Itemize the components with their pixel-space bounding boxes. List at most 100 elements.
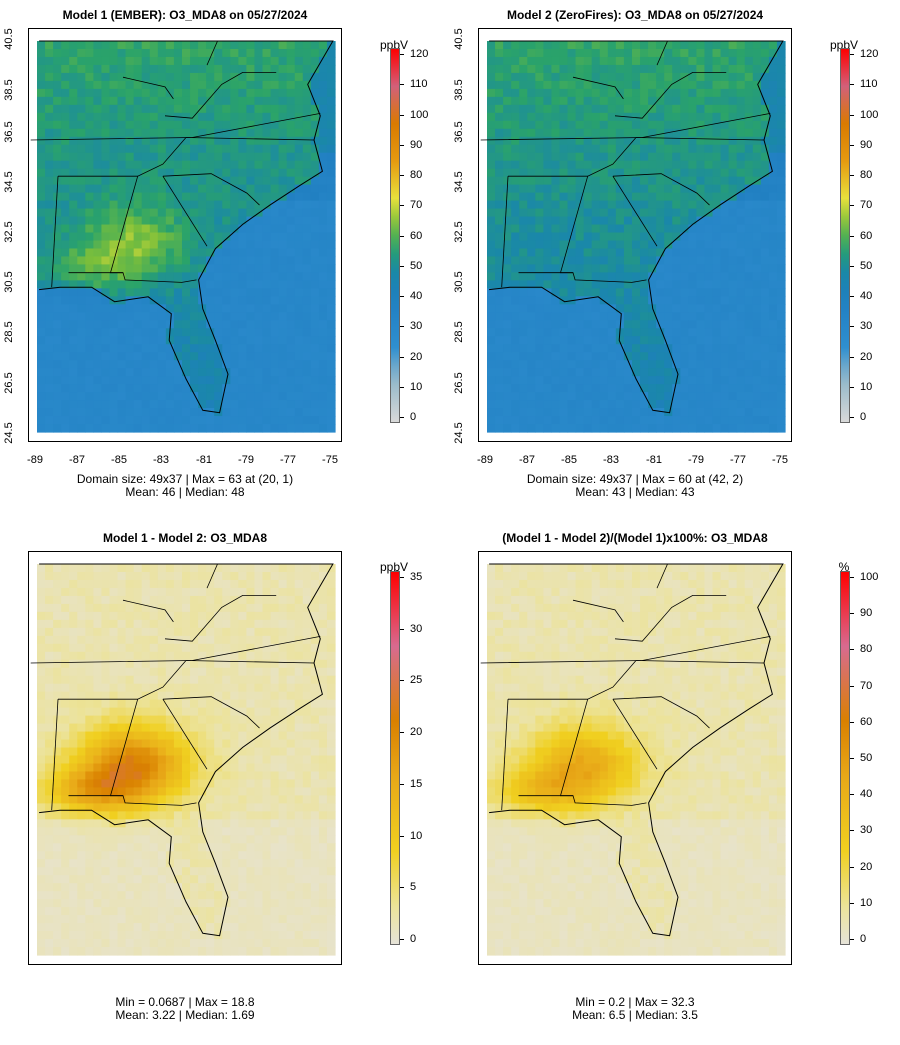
grid-cell — [37, 811, 46, 820]
grid-cell — [165, 152, 175, 162]
grid-cell — [61, 779, 70, 789]
grid-cell — [326, 280, 336, 289]
grid-cell — [53, 603, 62, 613]
grid-cell — [214, 400, 223, 409]
grid-cell — [664, 208, 673, 218]
lat-tick-label: 32.5 — [3, 221, 15, 243]
grid-cell — [238, 312, 247, 321]
grid-cell — [133, 328, 143, 337]
grid-cell — [768, 264, 778, 274]
lat-tick-label: 30.5 — [3, 271, 15, 293]
grid-cell — [85, 320, 94, 329]
grid-cell — [125, 643, 135, 653]
grid-cell — [254, 603, 264, 613]
grid-cell — [631, 176, 641, 186]
grid-cell — [760, 232, 770, 242]
grid-cell — [222, 699, 231, 709]
grid-cell — [672, 368, 681, 377]
grid-cell — [45, 344, 54, 353]
grid-cell — [326, 176, 336, 186]
grid-cell — [664, 288, 673, 297]
grid-cell — [278, 787, 288, 797]
grid-cell — [222, 707, 231, 717]
grid-cell — [77, 96, 86, 106]
grid-cell — [680, 160, 689, 170]
grid-cell — [326, 168, 336, 178]
grid-cell — [157, 723, 167, 733]
grid-cell — [125, 779, 135, 789]
grid-cell — [77, 312, 86, 321]
grid-cell — [559, 408, 569, 417]
grid-cell — [125, 41, 135, 50]
grid-cell — [559, 144, 569, 154]
grid-cell — [37, 240, 46, 250]
grid-cell — [77, 224, 86, 234]
grid-cell — [101, 579, 111, 589]
grid-cell — [222, 336, 231, 345]
grid-cell — [45, 408, 54, 417]
grid-cell — [254, 408, 264, 417]
grid-cell — [270, 41, 280, 50]
grid-cell — [712, 272, 722, 281]
grid-cell — [648, 320, 657, 329]
grid-cell — [45, 328, 54, 337]
grid-cell — [286, 587, 296, 597]
grid-cell — [165, 603, 175, 613]
grid-cell — [696, 384, 706, 393]
grid-cell — [511, 344, 520, 353]
grid-cell — [77, 811, 86, 820]
grid-cell — [302, 659, 312, 669]
grid-cell — [527, 41, 536, 50]
grid-cell — [615, 256, 625, 266]
grid-cell — [214, 803, 223, 812]
grid-cell — [238, 48, 247, 58]
grid-cell — [575, 80, 585, 90]
grid-cell — [37, 651, 46, 661]
colorbar-unit: ppbV — [829, 38, 859, 52]
grid-cell — [254, 96, 264, 106]
grid-cell — [278, 64, 288, 74]
grid-cell — [141, 240, 151, 250]
grid-cell — [640, 224, 649, 234]
grid-cell — [238, 360, 247, 369]
grid-cell — [487, 368, 496, 377]
grid-cell — [173, 619, 183, 629]
grid-cell — [623, 144, 633, 154]
grid-cell — [133, 160, 143, 170]
grid-cell — [246, 272, 256, 281]
grid-cell — [503, 280, 512, 289]
grid-cell — [149, 192, 159, 202]
grid-cell — [53, 408, 62, 417]
grid-cell — [198, 603, 207, 613]
grid-cell — [262, 88, 272, 98]
grid-cell — [206, 272, 215, 281]
grid-cell — [238, 304, 247, 313]
grid-cell — [623, 280, 633, 289]
grid-cell — [53, 136, 62, 146]
grid-cell — [61, 384, 70, 393]
grid-cell — [302, 288, 312, 297]
grid-cell — [254, 771, 264, 781]
grid-cell — [85, 344, 94, 353]
grid-cell — [591, 232, 601, 242]
grid-cell — [190, 136, 199, 146]
grid-cell — [294, 811, 304, 820]
grid-cell — [680, 152, 689, 162]
grid-cell — [270, 611, 280, 621]
grid-cell — [302, 739, 312, 749]
grid-cell — [535, 376, 544, 385]
grid-cell — [294, 611, 304, 621]
grid-cell — [206, 88, 215, 98]
grid-cell — [262, 192, 272, 202]
grid-cell — [149, 643, 159, 653]
grid-cell — [511, 288, 520, 297]
grid-cell — [720, 384, 730, 393]
grid-cell — [656, 312, 665, 321]
grid-cell — [599, 192, 609, 202]
grid-cell — [680, 400, 689, 409]
grid-cell — [503, 232, 512, 242]
grid-cell — [133, 136, 143, 146]
grid-cell — [53, 723, 62, 733]
grid-cell — [656, 368, 665, 377]
grid-cell — [567, 256, 577, 266]
